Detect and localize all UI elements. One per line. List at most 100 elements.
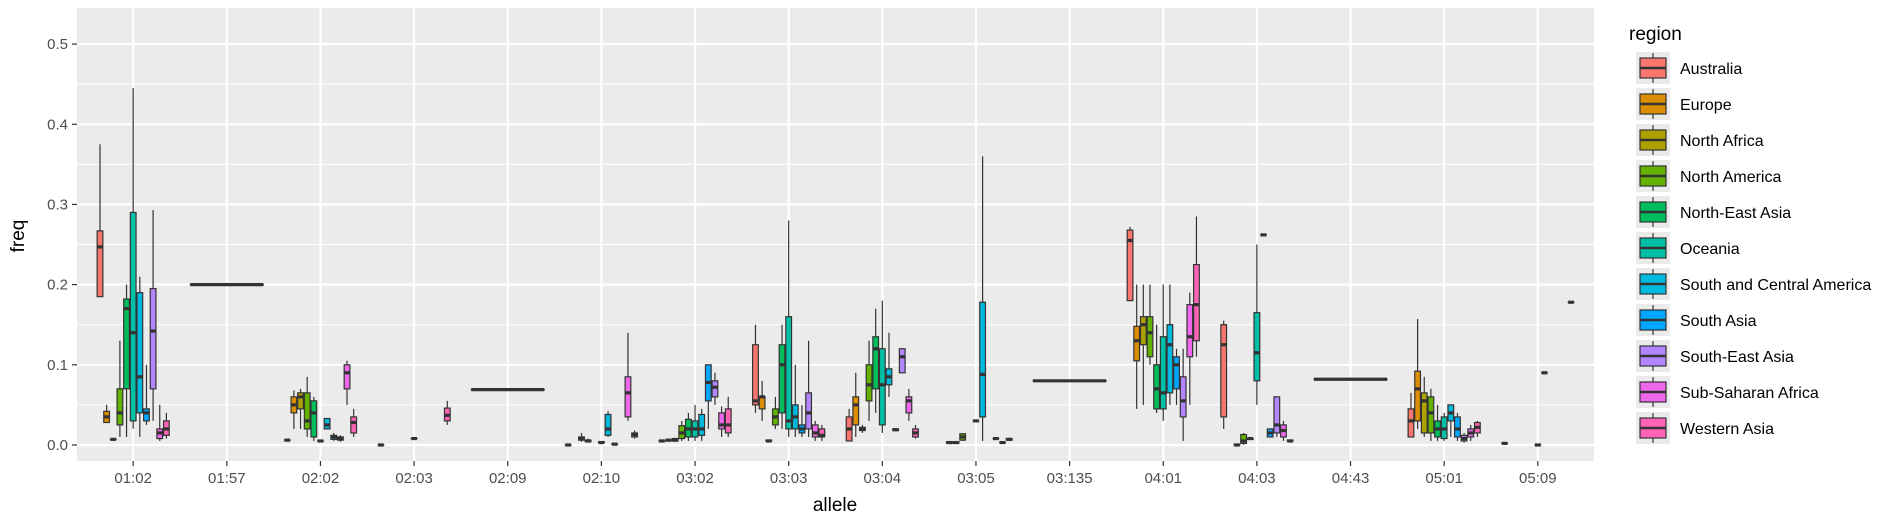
box-02:02-North Africa [297,388,305,429]
box-04:03-South-East Asia [1273,396,1281,437]
box-body [1166,324,1174,394]
box-body [1414,370,1422,422]
box-02:10-Sub-Saharan Africa [624,332,632,421]
box-03:03-North Africa [765,439,773,443]
legend-label: Sub-Saharan Africa [1680,385,1819,402]
box-body [898,348,906,374]
box-02:03-Western Asia [443,400,451,425]
box-03:03-South and Central America [791,364,799,437]
legend-item: Western Asia [1636,412,1774,444]
legend-label: South-East Asia [1680,349,1794,366]
box-body [724,408,732,434]
box-body [1427,396,1435,434]
box-02:02-Sub-Saharan Africa [343,360,351,405]
box-body [1192,263,1200,342]
box-05:01-Oceania [1440,412,1448,441]
box-02:10-Oceania [597,440,605,445]
x-tick-label: 03:05 [957,470,995,487]
box-03:04-North America [865,340,873,421]
box-01:02-Western Asia [162,412,170,439]
y-tick-label: 0.0 [47,437,68,454]
box-03:03-Western Asia [818,424,826,441]
box-body [818,428,826,438]
x-tick-label: 04:03 [1238,470,1276,487]
box-body [1220,324,1228,418]
box-04:01-North-East Asia [1153,324,1161,413]
box-04:03-North America [1240,432,1248,445]
box-body [624,376,632,418]
box-body [1146,316,1154,358]
box-02:02-Western Asia [350,408,358,437]
box-01:02-South and Central America [136,276,144,437]
box-body [1420,392,1428,434]
legend-label: South Asia [1680,313,1757,330]
box-03:03-North-East Asia [778,324,786,429]
box-body [758,396,766,410]
box-04:03-Oceania [1253,244,1261,405]
x-tick-label: 03:135 [1047,470,1093,487]
legend: region Australia Europe North Africa North … [1629,24,1871,444]
legend-label: North Africa [1680,133,1764,150]
box-body [123,298,131,390]
box-04:01-South and Central America [1166,284,1174,405]
y-tick-label: 0.5 [47,36,68,53]
box-04:03-South Asia [1266,428,1274,438]
box-03:02-North Africa [671,437,679,442]
box-body [303,392,311,430]
box-03:02-Western Asia [724,396,732,437]
box-05:01-South Asia [1453,412,1461,441]
legend-title: region [1629,24,1682,45]
box-03:02-Sub-Saharan Africa [718,406,726,437]
box-02:10-North Africa [578,432,585,442]
x-tick-label: 04:43 [1332,470,1370,487]
box-body [865,364,873,402]
box-03:04-Australia [845,408,853,442]
box-03:04-North Africa [858,424,866,433]
box-03:05-South and Central America [979,156,987,441]
box-04:03-North-East Asia [1246,436,1254,441]
box-03:04-Oceania [878,300,886,433]
box-body [350,416,358,434]
x-tick-label: 02:10 [583,470,621,487]
x-tick-label: 04:01 [1144,470,1182,487]
box-03:04-South-East Asia [898,348,906,374]
box-01:02-North America [116,340,124,437]
legend-label: North America [1680,169,1781,186]
legend-label: Europe [1680,97,1732,114]
x-tick-label: 02:09 [489,470,527,487]
y-tick-label: 0.2 [47,277,68,294]
box-05:01-North Africa [1420,376,1428,437]
box-02:02-Europe [290,390,298,429]
box-01:02-Europe [103,404,111,424]
box-body [878,348,886,426]
box-body [778,344,786,414]
box-01:02-South-East Asia [149,210,157,421]
box-04:03-North Africa [1233,443,1241,447]
x-tick-label: 02:03 [395,470,433,487]
plot-panel [77,8,1594,461]
box-body [96,230,104,298]
box-03:04-Western Asia [912,424,919,439]
box-03:02-Europe [665,438,672,442]
box-03:03-Oceania [785,220,793,437]
y-axis: 0.0 0.1 0.2 0.3 0.4 0.5 [47,36,77,454]
legend-item: Sub-Saharan Africa [1636,376,1819,408]
legend-item: North-East Asia [1636,196,1791,228]
box-04:01-North America [1146,284,1154,365]
box-04:01-Oceania [1159,284,1167,421]
box-02:02-South and Central America [323,417,331,430]
box-05:01-Sub-Saharan Africa [1467,424,1475,441]
boxes-layer [96,88,1575,447]
box-04:01-South Asia [1173,348,1180,405]
legend-item: South and Central America [1636,268,1871,300]
box-body [979,301,987,418]
box-02:02-South-East Asia [336,435,344,442]
box-03:02-North-East Asia [684,412,692,441]
box-04:03-Sub-Saharan Africa [1279,420,1287,441]
box-05:01-Western Asia [1473,420,1481,437]
box-01:02-Oceania [129,88,137,429]
box-body [343,364,351,390]
box-03:03-Europe [758,380,766,421]
box-body [905,396,913,414]
